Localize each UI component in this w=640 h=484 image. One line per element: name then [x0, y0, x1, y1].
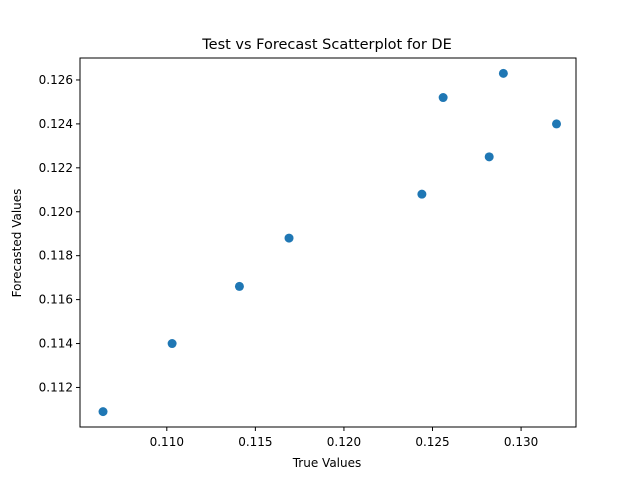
x-tick-label: 0.115 [238, 435, 272, 449]
y-tick-label: 0.120 [39, 205, 73, 219]
y-tick-label: 0.112 [39, 380, 73, 394]
y-tick-label: 0.116 [39, 293, 73, 307]
scatter-point [484, 152, 494, 162]
y-tick-label: 0.122 [39, 161, 73, 175]
x-tick-label: 0.125 [415, 435, 449, 449]
y-tick-label: 0.118 [39, 249, 73, 263]
chart-title: Test vs Forecast Scatterplot for DE [201, 37, 451, 53]
plot-area-frame [79, 57, 577, 428]
y-axis-ticks: 0.112 0.114 0.116 0.118 0.120 0.122 0.124 0.126 [39, 73, 80, 394]
scatter-point [234, 281, 244, 291]
scatter-point [552, 119, 562, 129]
x-tick-label: 0.130 [504, 435, 538, 449]
scatter-point [498, 68, 508, 78]
scatter-point [417, 189, 427, 199]
scatter-point [438, 93, 448, 103]
scatter-point [284, 233, 294, 243]
data-points [98, 68, 562, 417]
x-axis-label: True Values [292, 456, 362, 470]
y-axis-label: Forecasted Values [10, 189, 24, 298]
y-tick-label: 0.124 [39, 117, 73, 131]
y-tick-label: 0.114 [39, 337, 73, 351]
scatter-point [167, 339, 177, 349]
x-axis-ticks: 0.110 0.115 0.120 0.125 0.130 [150, 427, 538, 449]
x-tick-label: 0.120 [327, 435, 361, 449]
y-tick-label: 0.126 [39, 73, 73, 87]
scatter-point [98, 407, 108, 417]
x-tick-label: 0.110 [150, 435, 184, 449]
